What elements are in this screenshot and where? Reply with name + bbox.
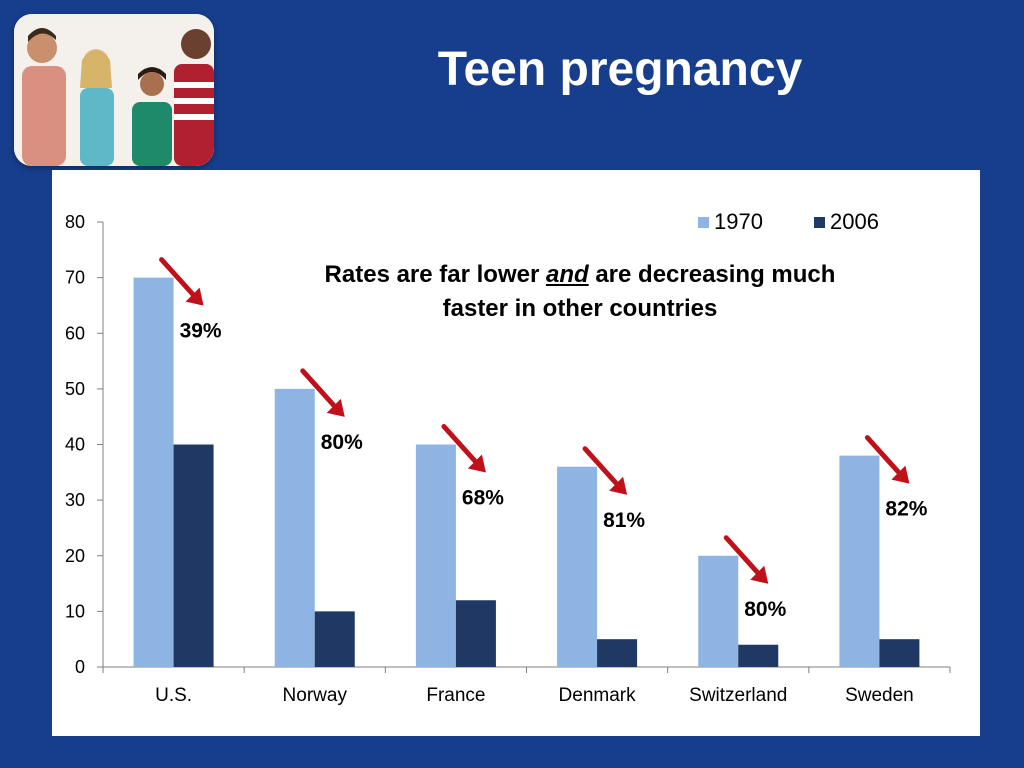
bar-1970-Norway bbox=[274, 388, 315, 667]
decrease-arrow bbox=[864, 435, 906, 481]
y-tick-label: 70 bbox=[65, 268, 85, 288]
x-category-label: Sweden bbox=[845, 685, 914, 706]
y-tick-label: 80 bbox=[65, 212, 85, 232]
decrease-arrow bbox=[723, 535, 765, 581]
y-tick-label: 50 bbox=[65, 379, 85, 399]
bar-1970-France bbox=[415, 444, 456, 667]
decrease-arrowhead bbox=[609, 476, 628, 495]
decrease-percent-label: 80% bbox=[321, 431, 363, 454]
slide-title: Teen pregnancy bbox=[437, 43, 803, 96]
decrease-percent-label: 68% bbox=[462, 487, 504, 510]
decrease-arrow bbox=[441, 424, 483, 469]
decrease-percent-label: 39% bbox=[180, 320, 222, 343]
bar-2006-Sweden bbox=[879, 639, 920, 667]
decrease-percent-label: 80% bbox=[744, 598, 786, 621]
bar-2006-Norway bbox=[314, 611, 355, 667]
bar-1970-Sweden bbox=[839, 455, 880, 667]
bar-2006-Denmark bbox=[597, 639, 638, 667]
decrease-arrowhead bbox=[891, 465, 910, 484]
decrease-percent-label: 81% bbox=[603, 509, 645, 532]
legend-swatch-2006 bbox=[814, 217, 825, 228]
x-category-label: Denmark bbox=[559, 685, 637, 706]
bar-2006-U.S. bbox=[173, 444, 214, 667]
decrease-arrowhead bbox=[750, 565, 769, 584]
legend-label-2006: 2006 bbox=[830, 209, 879, 234]
x-category-label: Norway bbox=[283, 685, 348, 706]
decrease-percent-label: 82% bbox=[885, 498, 927, 521]
teen-group-photo bbox=[14, 14, 214, 166]
bar-2006-France bbox=[455, 600, 496, 667]
y-tick-label: 40 bbox=[65, 435, 85, 455]
decrease-arrowhead bbox=[185, 287, 204, 306]
y-tick-label: 30 bbox=[65, 490, 85, 510]
bar-1970-Denmark bbox=[557, 466, 598, 667]
bar-1970-U.S. bbox=[133, 277, 174, 667]
y-tick-label: 60 bbox=[65, 323, 85, 343]
x-category-label: U.S. bbox=[155, 685, 192, 706]
bar-chart: 0 10 20 30 40 50 60 70 80 U.S. 39% Norway 80% France 6… bbox=[65, 209, 951, 706]
x-category-label: Switzerland bbox=[689, 685, 787, 706]
annotation-text-before: Rates are far lower bbox=[324, 261, 546, 288]
annotation-text-after: are decreasing much faster in other coun… bbox=[442, 261, 836, 322]
bar-2006-Switzerland bbox=[738, 644, 779, 667]
annotation-emphasis: and bbox=[545, 261, 589, 288]
bar-1970-Switzerland bbox=[698, 555, 739, 667]
teen-group-photo-icon bbox=[14, 14, 214, 166]
chart-annotation: Rates are far lower and are decreasing m… bbox=[300, 258, 860, 326]
chart-panel: 0 10 20 30 40 50 60 70 80 U.S. 39% Norway 80% France 6… bbox=[52, 170, 980, 736]
y-tick-label: 0 bbox=[75, 657, 85, 677]
legend-label-1970: 1970 bbox=[714, 209, 763, 234]
y-tick-label: 10 bbox=[65, 601, 85, 621]
y-tick-label: 20 bbox=[65, 546, 85, 566]
decrease-arrowhead bbox=[326, 398, 345, 417]
decrease-arrow bbox=[159, 257, 201, 303]
decrease-arrowhead bbox=[467, 454, 486, 473]
x-category-label: France bbox=[426, 685, 485, 706]
decrease-arrow bbox=[582, 446, 624, 492]
decrease-arrow bbox=[300, 368, 342, 414]
legend-swatch-1970 bbox=[698, 217, 709, 228]
